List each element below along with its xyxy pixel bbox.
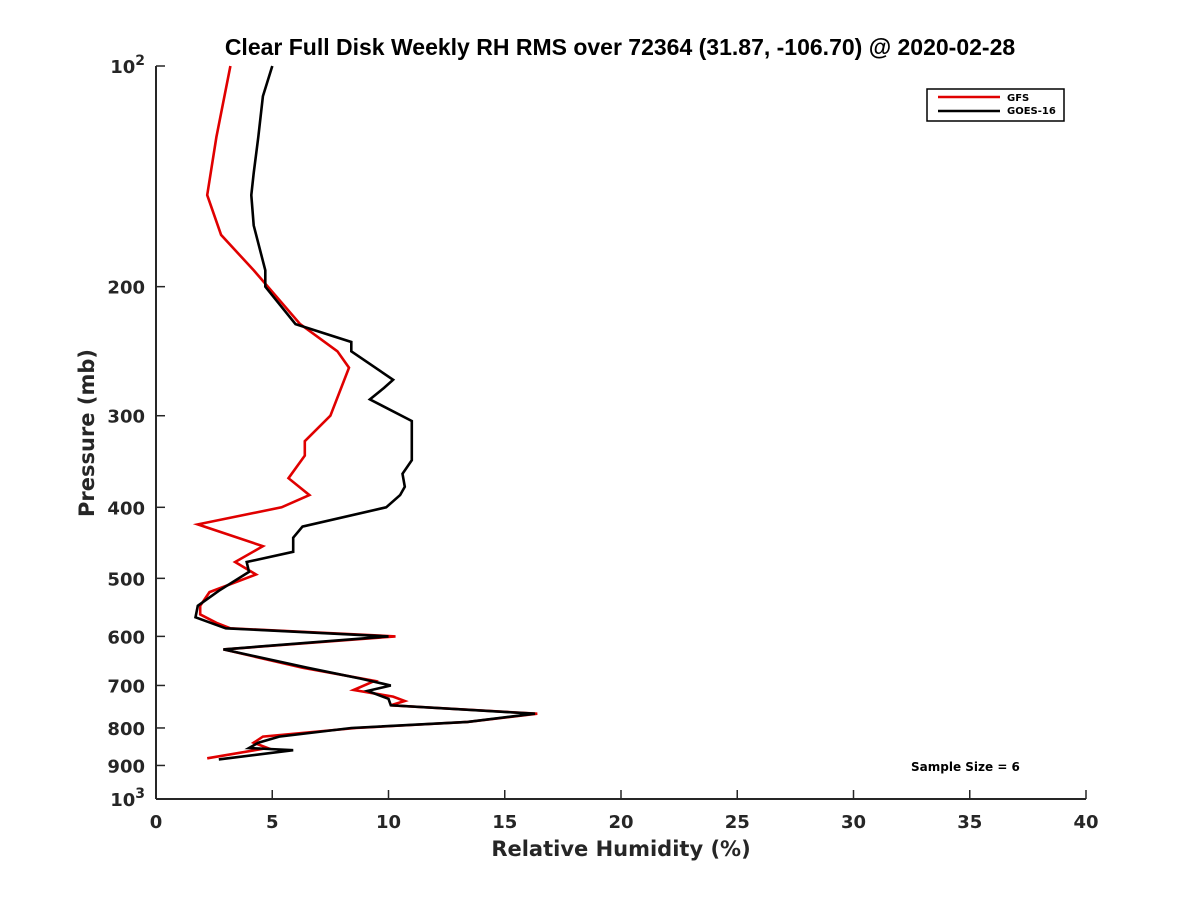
y-tick-label-base: 10 xyxy=(110,790,135,811)
y-tick-label: 103 xyxy=(110,786,145,811)
x-tick-label: 15 xyxy=(492,812,517,833)
y-tick-label: 400 xyxy=(107,498,145,519)
x-tick-label: 40 xyxy=(1073,812,1098,833)
y-tick-label-exponent: 2 xyxy=(135,53,145,69)
y-tick-label: 102 xyxy=(110,53,145,78)
x-tick-label: 20 xyxy=(608,812,633,833)
y-tick-label: 900 xyxy=(107,756,145,777)
y-tick-label: 600 xyxy=(107,627,145,648)
legend-box xyxy=(926,88,1065,122)
y-tick-label: 700 xyxy=(107,676,145,697)
x-axis-ticks: 0 5 10 15 20 25 30 35 40 xyxy=(150,790,1099,833)
x-tick-label: 25 xyxy=(725,812,750,833)
y-tick-label: 300 xyxy=(107,407,145,428)
x-tick-label: 10 xyxy=(376,812,401,833)
axes-background xyxy=(156,66,1086,799)
x-axis-label: Relative Humidity (%) xyxy=(491,837,750,861)
chart-title: Clear Full Disk Weekly RH RMS over 72364… xyxy=(225,34,1016,60)
sample-size-annotation: Sample Size = 6 xyxy=(911,760,1020,774)
y-tick-label-exponent: 3 xyxy=(135,786,145,802)
y-tick-label: 200 xyxy=(107,278,145,299)
plot-area: 0 5 10 15 20 25 30 35 40 10220030040050060070080… xyxy=(107,53,1098,833)
y-tick-label: 800 xyxy=(107,719,145,740)
legend-label-gfs: GFS xyxy=(1007,93,1029,104)
series-lines xyxy=(192,65,538,761)
y-tick-label-base: 10 xyxy=(110,57,135,78)
y-tick-label: 500 xyxy=(107,569,145,590)
x-tick-label: 0 xyxy=(150,812,163,833)
legend-label-goes16: GOES-16 xyxy=(1007,106,1056,117)
x-tick-label: 30 xyxy=(841,812,866,833)
x-tick-label: 5 xyxy=(266,812,279,833)
series-line-goes16 xyxy=(194,65,536,761)
x-tick-label: 35 xyxy=(957,812,982,833)
y-axis-label: Pressure (mb) xyxy=(75,349,99,517)
legend: GFS GOES-16 xyxy=(926,88,1065,122)
